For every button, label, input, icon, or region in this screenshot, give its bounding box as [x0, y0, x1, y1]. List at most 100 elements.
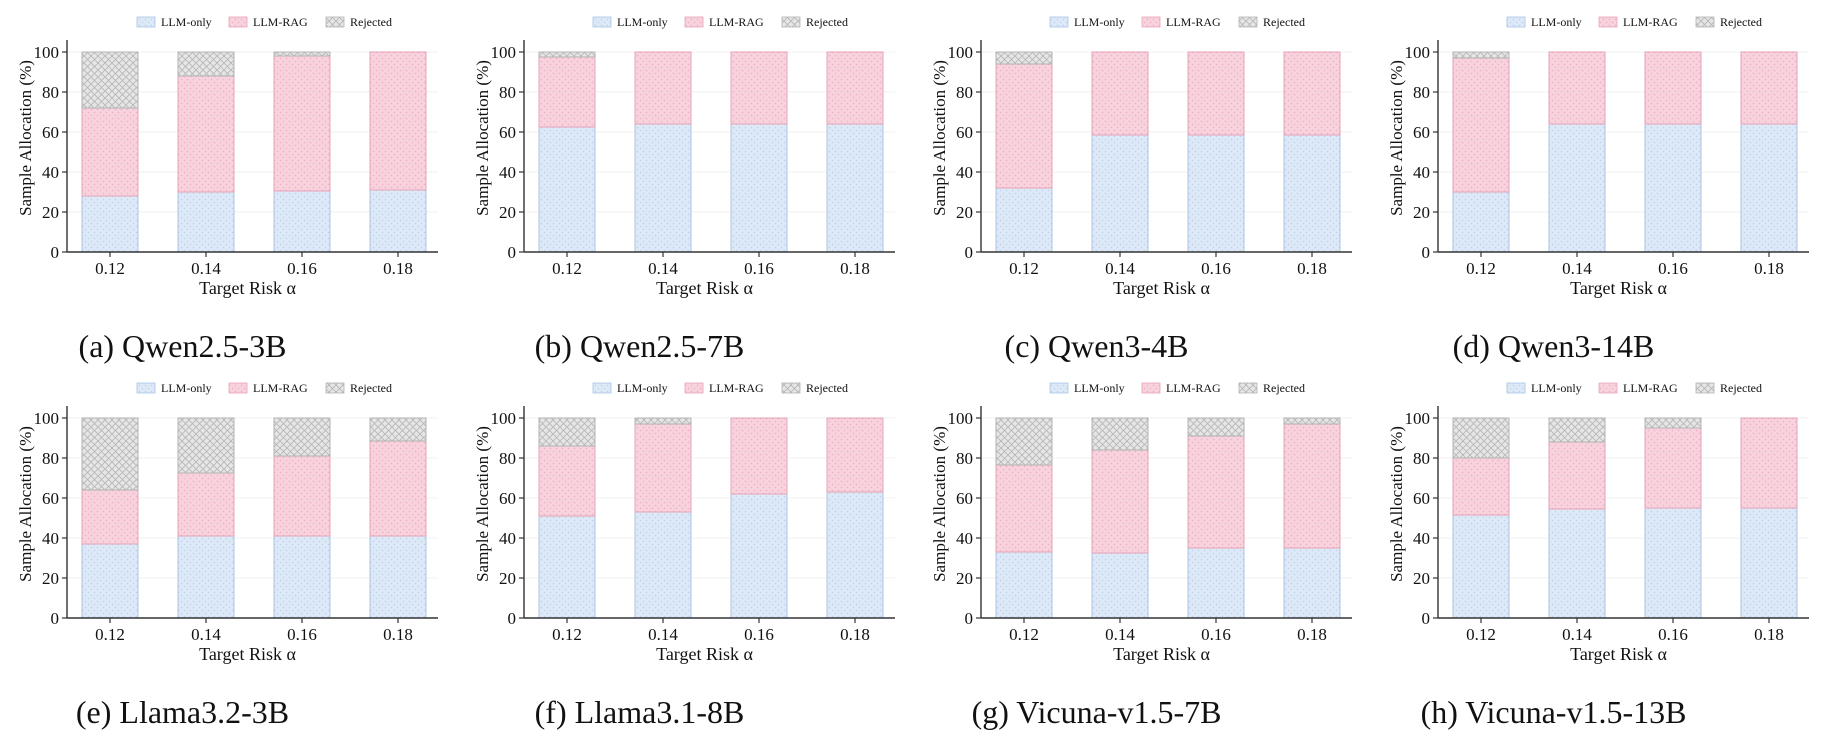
- bar-llm-rag-0.14: [1548, 441, 1606, 510]
- y-tick-label: 100: [1405, 43, 1431, 62]
- y-tick-label: 40: [1413, 529, 1430, 548]
- y-tick-label: 0: [51, 609, 60, 628]
- legend-swatch-llm-rag: [684, 16, 704, 28]
- chart-panel-1: LLM-only LLM-RAG Rejected 0 20 40 60 80 100 0.12 0…: [16, 15, 438, 364]
- bar-llm-only-0.14: [634, 511, 692, 619]
- x-tick-label: 0.18: [1754, 259, 1784, 278]
- bar-rejected-0.14: [1091, 417, 1149, 451]
- bar-rejected-0.16: [273, 51, 331, 57]
- bar-llm-only-0.12: [1452, 191, 1510, 253]
- chart-panel-8: LLM-only LLM-RAG Rejected 0 20 40 60 80 100 0.12 0…: [1387, 381, 1809, 730]
- bar-llm-only-0.16: [730, 123, 788, 253]
- panel-caption: (b) Qwen2.5-7B: [535, 328, 745, 364]
- bar-llm-only-0.18: [1283, 134, 1341, 253]
- y-tick-label: 60: [1413, 489, 1430, 508]
- y-axis-label: Sample Allocation (%): [930, 426, 949, 582]
- x-tick-label: 0.18: [383, 625, 413, 644]
- x-tick-label: 0.18: [840, 259, 870, 278]
- legend-label-llm-rag: LLM-RAG: [1623, 381, 1678, 395]
- bar-llm-rag-0.18: [369, 51, 427, 191]
- bar-llm-only-0.18: [369, 189, 427, 253]
- legend-swatch-llm-only: [136, 16, 156, 28]
- bar-llm-only-0.12: [995, 187, 1053, 253]
- bar-llm-rag-0.14: [1091, 51, 1149, 136]
- legend-label-rejected: Rejected: [350, 15, 392, 29]
- y-tick-label: 20: [956, 203, 973, 222]
- y-tick-label: 40: [956, 529, 973, 548]
- y-axis-label: Sample Allocation (%): [1387, 60, 1406, 216]
- bar-llm-only-0.12: [81, 195, 139, 253]
- y-tick-label: 20: [1413, 569, 1430, 588]
- bar-llm-rag-0.14: [1548, 51, 1606, 125]
- legend-swatch-llm-only: [1506, 382, 1526, 394]
- bar-rejected-0.12: [995, 417, 1053, 466]
- legend-swatch-llm-rag: [1141, 16, 1161, 28]
- bar-llm-rag-0.16: [730, 51, 788, 125]
- x-axis-label: Target Risk α: [1570, 644, 1667, 664]
- bar-llm-rag-0.14: [1091, 449, 1149, 554]
- legend-swatch-llm-rag: [228, 382, 248, 394]
- x-tick-label: 0.18: [383, 259, 413, 278]
- x-axis-label: Target Risk α: [199, 644, 296, 664]
- bar-llm-only-0.16: [1187, 134, 1245, 253]
- bar-llm-only-0.14: [1548, 123, 1606, 253]
- y-tick-label: 100: [34, 409, 60, 428]
- x-tick-label: 0.14: [1105, 259, 1135, 278]
- bar-llm-only-0.16: [1644, 123, 1702, 253]
- y-tick-label: 80: [42, 449, 59, 468]
- bar-rejected-0.12: [81, 51, 139, 109]
- bar-llm-rag-0.18: [826, 417, 884, 493]
- panel-caption: (c) Qwen3-4B: [1005, 328, 1189, 364]
- legend-label-llm-only: LLM-only: [161, 15, 212, 29]
- bar-rejected-0.16: [1187, 417, 1245, 437]
- bar-llm-rag-0.12: [81, 107, 139, 197]
- bar-llm-rag-0.12: [81, 489, 139, 545]
- y-tick-label: 60: [956, 489, 973, 508]
- y-tick-label: 0: [508, 609, 517, 628]
- y-tick-label: 60: [42, 123, 59, 142]
- bar-llm-rag-0.12: [1452, 457, 1510, 516]
- x-axis-label: Target Risk α: [1113, 644, 1210, 664]
- bar-rejected-0.12: [538, 51, 596, 58]
- bar-llm-rag-0.18: [826, 51, 884, 125]
- panel-caption: (d) Qwen3-14B: [1453, 328, 1655, 364]
- x-tick-label: 0.16: [1658, 625, 1688, 644]
- x-tick-label: 0.16: [1201, 625, 1231, 644]
- chart-panel-6: LLM-only LLM-RAG Rejected 0 20 40 60 80 100 0.12 0…: [473, 381, 895, 730]
- bar-llm-only-0.14: [1548, 508, 1606, 619]
- legend-swatch-llm-rag: [1598, 16, 1618, 28]
- panel-caption: (f) Llama3.1-8B: [535, 694, 745, 730]
- y-axis-label: Sample Allocation (%): [930, 60, 949, 216]
- y-tick-label: 60: [499, 123, 516, 142]
- x-axis-label: Target Risk α: [199, 278, 296, 298]
- y-tick-label: 40: [499, 163, 516, 182]
- bar-llm-rag-0.16: [1644, 427, 1702, 509]
- legend: LLM-only LLM-RAG Rejected: [1049, 381, 1305, 395]
- x-tick-label: 0.12: [552, 259, 582, 278]
- y-tick-label: 80: [42, 83, 59, 102]
- x-tick-label: 0.16: [744, 625, 774, 644]
- y-tick-label: 80: [499, 83, 516, 102]
- bar-rejected-0.12: [995, 51, 1053, 65]
- legend-label-rejected: Rejected: [806, 381, 848, 395]
- y-tick-label: 40: [499, 529, 516, 548]
- x-tick-label: 0.14: [1105, 625, 1135, 644]
- legend-label-llm-rag: LLM-RAG: [1166, 381, 1221, 395]
- legend-swatch-rejected: [1695, 16, 1715, 28]
- bar-llm-rag-0.12: [995, 464, 1053, 553]
- y-axis-label: Sample Allocation (%): [16, 60, 35, 216]
- x-axis-label: Target Risk α: [1570, 278, 1667, 298]
- x-tick-label: 0.14: [191, 625, 221, 644]
- bar-llm-rag-0.18: [1740, 417, 1798, 509]
- y-tick-label: 40: [956, 163, 973, 182]
- legend-swatch-llm-only: [1049, 382, 1069, 394]
- legend-label-llm-only: LLM-only: [1074, 381, 1125, 395]
- bar-llm-only-0.14: [1091, 134, 1149, 253]
- x-tick-label: 0.16: [744, 259, 774, 278]
- y-tick-label: 80: [1413, 449, 1430, 468]
- x-tick-label: 0.16: [1658, 259, 1688, 278]
- legend-swatch-llm-rag: [228, 16, 248, 28]
- y-tick-label: 100: [1405, 409, 1431, 428]
- bar-llm-only-0.16: [1644, 507, 1702, 619]
